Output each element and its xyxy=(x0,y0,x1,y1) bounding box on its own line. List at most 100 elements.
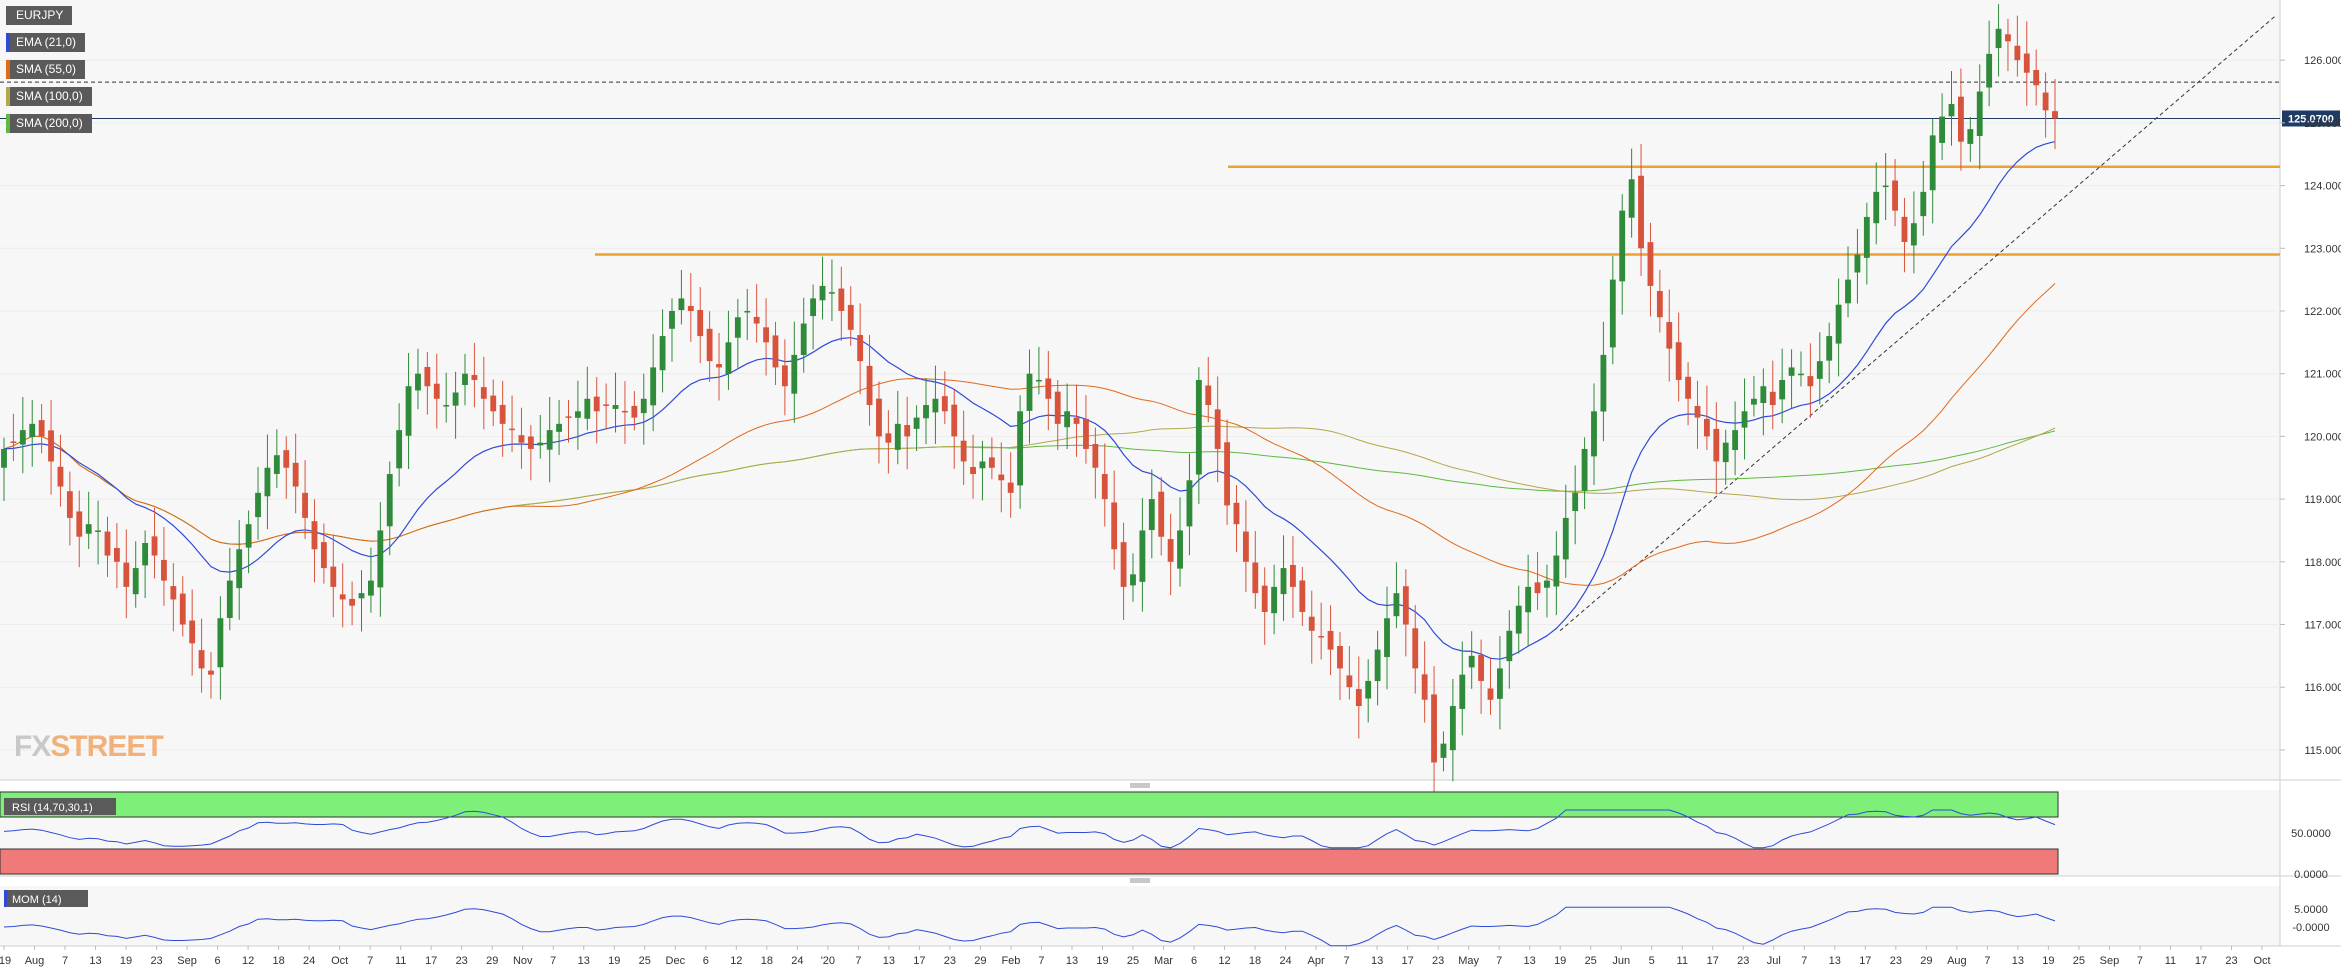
candle-body xyxy=(1318,635,1325,638)
candle-body xyxy=(1675,342,1682,380)
y-tick-label: 119.0000 xyxy=(2304,494,2341,506)
candle-body xyxy=(1026,373,1033,411)
candle-body xyxy=(1167,539,1174,562)
candle-body xyxy=(584,398,591,419)
legend-label: EMA (21,0) xyxy=(16,35,77,49)
legend-item[interactable]: SMA (100,0) xyxy=(6,87,92,106)
candle-body xyxy=(161,559,167,581)
candle-body xyxy=(19,430,26,445)
candle-body xyxy=(471,375,478,380)
rsi-overbought-zone xyxy=(0,791,2059,818)
x-tick-label: Mar xyxy=(1154,955,1173,967)
x-tick-label: 5 xyxy=(1649,955,1655,967)
candle-body xyxy=(1694,405,1701,418)
legend-item[interactable]: SMA (55,0) xyxy=(6,60,86,79)
x-tick-label: 17 xyxy=(425,955,437,967)
candle-body xyxy=(255,492,261,518)
candle-body xyxy=(2033,70,2040,86)
candle-body xyxy=(1863,216,1870,258)
candle-body xyxy=(1920,191,1927,217)
candle-body xyxy=(179,593,186,625)
y-tick-label: 124.0000 xyxy=(2304,181,2341,193)
y-tick-label: 115.0000 xyxy=(2304,745,2341,757)
candle-body xyxy=(66,491,73,518)
candle-body xyxy=(339,594,346,600)
candle-body xyxy=(603,404,610,406)
candle-body xyxy=(988,457,995,468)
legend-item[interactable]: EMA (21,0) xyxy=(6,33,86,52)
x-tick-label: 19 xyxy=(2042,955,2054,967)
x-tick-label: 19 xyxy=(1096,955,1108,967)
candle-body xyxy=(537,442,544,446)
x-tick-label: 25 xyxy=(1127,955,1139,967)
candle-body xyxy=(198,650,205,669)
candle-body xyxy=(1073,417,1080,424)
candle-body xyxy=(678,298,685,311)
candle-body xyxy=(1788,367,1795,376)
candle-body xyxy=(1901,216,1908,243)
candle-body xyxy=(208,670,214,675)
x-tick-label: 23 xyxy=(456,955,468,967)
candle-body xyxy=(1092,443,1099,468)
candle-body xyxy=(1158,491,1165,537)
candle-body xyxy=(791,354,798,394)
legend-item[interactable]: EURJPY xyxy=(6,6,73,25)
x-tick-label: 19 xyxy=(1554,955,1566,967)
x-tick-label: 17 xyxy=(1707,955,1719,967)
mom-label: MOM (14) xyxy=(12,894,62,906)
candle-body xyxy=(113,548,120,562)
candle-body xyxy=(1666,322,1673,349)
x-tick-label: 11 xyxy=(2165,955,2176,967)
candle-body xyxy=(810,298,817,317)
candle-body xyxy=(1393,593,1400,617)
candle-body xyxy=(612,405,619,409)
candle-body xyxy=(941,396,948,412)
candle-body xyxy=(1111,502,1118,550)
candle-body xyxy=(1562,517,1569,560)
candle-body xyxy=(904,425,911,437)
mom-swatch xyxy=(4,890,7,907)
candle-body xyxy=(1544,580,1550,588)
candle-body xyxy=(1271,586,1278,614)
mom-label-bg xyxy=(4,890,88,907)
candle-body xyxy=(1854,254,1861,273)
candle-body xyxy=(951,404,958,437)
legend-label: SMA (200,0) xyxy=(16,116,83,130)
x-tick-label: 18 xyxy=(1249,955,1261,967)
candle-body xyxy=(264,467,271,497)
rsi-panel-resize-handle[interactable] xyxy=(1130,878,1150,883)
x-tick-label: 7 xyxy=(367,955,373,967)
candle-body xyxy=(1290,564,1296,587)
x-tick-label: Dec xyxy=(666,955,686,967)
x-tick-label: Sep xyxy=(2100,955,2120,967)
candle-body xyxy=(170,586,177,600)
main-panel-resize-handle[interactable] xyxy=(1130,783,1150,788)
candle-body xyxy=(866,365,873,406)
x-tick-label: 19 xyxy=(608,955,620,967)
candle-body xyxy=(556,423,563,432)
candle-body xyxy=(273,455,280,474)
candle-body xyxy=(1035,379,1042,382)
x-tick-label: Jul xyxy=(1767,955,1781,967)
candle-body xyxy=(640,398,647,414)
x-tick-label: Jun xyxy=(1612,955,1630,967)
candle-body xyxy=(245,524,252,548)
x-tick-label: 11 xyxy=(1677,955,1688,967)
x-tick-label: 11 xyxy=(395,955,406,967)
x-tick-label: Nov xyxy=(513,955,533,967)
candle-body xyxy=(2014,45,2021,61)
candle-body xyxy=(405,386,412,436)
candle-body xyxy=(1421,674,1428,700)
candle-body xyxy=(1892,180,1898,211)
candle-body xyxy=(1553,555,1560,587)
candle-body xyxy=(10,441,17,443)
x-axis: '19 Aug 7 13 19 23 Sep 6 12 18 24 Oct 7 11 17 23 29 Nov 7 1… xyxy=(0,946,2271,967)
rsi-label: RSI (14,70,30,1) xyxy=(12,802,93,814)
candles xyxy=(1,4,2058,796)
candle-body xyxy=(1468,655,1475,668)
candle-body xyxy=(998,474,1005,481)
candle-body xyxy=(1967,129,1974,144)
legend-item[interactable]: SMA (200,0) xyxy=(6,114,92,133)
candle-body xyxy=(292,462,299,487)
